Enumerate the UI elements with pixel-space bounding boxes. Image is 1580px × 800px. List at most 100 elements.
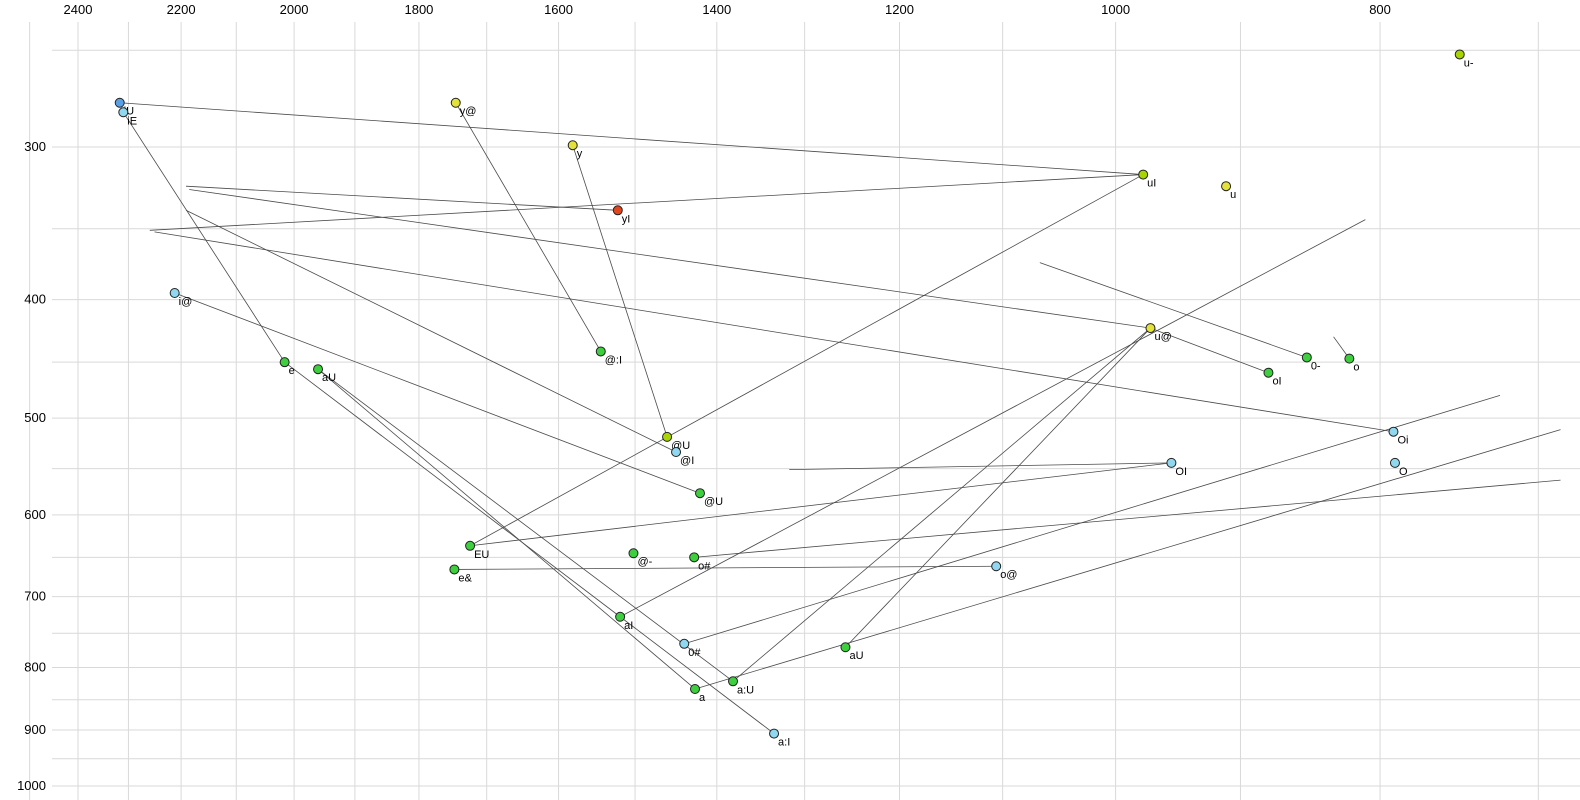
point-label: @U [704,496,723,508]
point-label: o [1353,362,1359,374]
trajectory-line [845,327,1151,648]
data-point-a:U [728,676,739,687]
data-point-@U [662,431,673,442]
data-point-e [279,357,290,368]
trajectory-line [732,327,1151,682]
data-point-u [1221,181,1232,192]
y-tick-label: 300 [24,139,46,154]
y-tick-label: 400 [24,292,46,307]
data-point-o [1344,353,1355,364]
x-tick-label: 2000 [280,2,309,17]
trajectory-line [1150,327,1269,374]
data-point-oI [1263,367,1274,378]
point-label: OI [1175,466,1187,478]
data-point-EU [465,540,476,551]
point-label: i@ [179,296,193,308]
point-label: 0- [1311,360,1321,372]
data-point-e& [449,564,460,575]
data-point-uI [1138,169,1149,180]
point-label: uI [1147,178,1156,190]
point-label: y@ [460,106,477,118]
data-point-Oi [1388,426,1399,437]
y-tick-label: 600 [24,507,46,522]
point-label: e [289,365,295,377]
point-label: a:U [737,684,754,696]
data-point-@:I [595,346,606,357]
trajectory-line [185,209,677,453]
point-label: iE [127,115,137,127]
trajectory-line [455,102,602,352]
trajectory-line [317,368,734,682]
x-tick-label: 1400 [702,2,731,17]
point-label: oI [1272,376,1281,388]
x-tick-label: 1000 [1101,2,1130,17]
x-axis-ticks: 2400 2200 2000 1800 1600 1400 1200 1000 800 [64,2,1391,17]
gridlines [29,22,1580,800]
point-label: y [577,148,583,160]
data-point-a [690,683,701,694]
point-label: e& [458,572,472,584]
trajectory-line [284,361,775,734]
trajectory-line [469,174,1144,547]
x-tick-label: 2200 [167,2,196,17]
data-point-y@ [450,97,461,108]
data-point-iU [114,97,125,108]
point-label: u@ [1154,331,1171,343]
y-axis-ticks: 300 400 500 600 700 800 900 1000 [17,139,46,793]
trajectory-line [149,174,1144,231]
trajectory-line [119,102,1144,175]
trajectory-line [454,565,997,570]
trajectory-line [694,429,1561,690]
data-point-0- [1301,352,1312,363]
point-label: @:I [605,354,622,366]
trajectory-line [694,479,1561,558]
data-point-aI [615,611,626,622]
point-label: yI [622,213,631,225]
x-tick-label: 1200 [885,2,914,17]
y-tick-label: 900 [24,722,46,737]
trajectory-line [189,189,1151,329]
data-point-y [567,140,578,151]
data-point-0# [679,638,690,649]
trajectory-line [122,112,285,363]
trajectory-lines [119,102,1561,734]
trajectory-line [1039,262,1307,358]
point-label: iU [124,106,134,118]
data-point-O [1389,457,1400,468]
data-point-@I [671,447,682,458]
data-point-u- [1454,49,1465,60]
data-point-@U [695,488,706,499]
trajectory-line [572,145,668,437]
point-label: @I [680,455,694,467]
data-point-iE [118,107,129,118]
point-label: @- [637,556,652,568]
y-tick-label: 500 [24,410,46,425]
x-tick-label: 1600 [544,2,573,17]
trajectory-line [789,462,1172,471]
y-tick-label: 700 [24,589,46,604]
point-label: Oi [1397,435,1408,447]
data-point-yI [612,205,623,216]
data-point-o@ [991,561,1002,572]
trajectory-line [174,292,701,494]
point-label: aU [322,372,336,384]
point-label: o# [698,560,711,572]
point-label: u [1230,189,1236,201]
data-point-aU [840,642,851,653]
data-point-OI [1166,457,1177,468]
data-point-a:I [769,728,780,739]
trajectory-line [317,368,696,690]
point-label: a:I [778,737,790,749]
trajectory-line [154,231,1394,433]
trajectory-line [684,394,1501,645]
data-point-i@ [169,287,180,298]
data-point-u@ [1145,323,1156,334]
point-label: aU [849,650,863,662]
x-tick-label: 800 [1369,2,1391,17]
trajectory-line [470,462,1172,547]
data-point-o# [689,552,700,563]
data-point-aU [313,364,324,375]
